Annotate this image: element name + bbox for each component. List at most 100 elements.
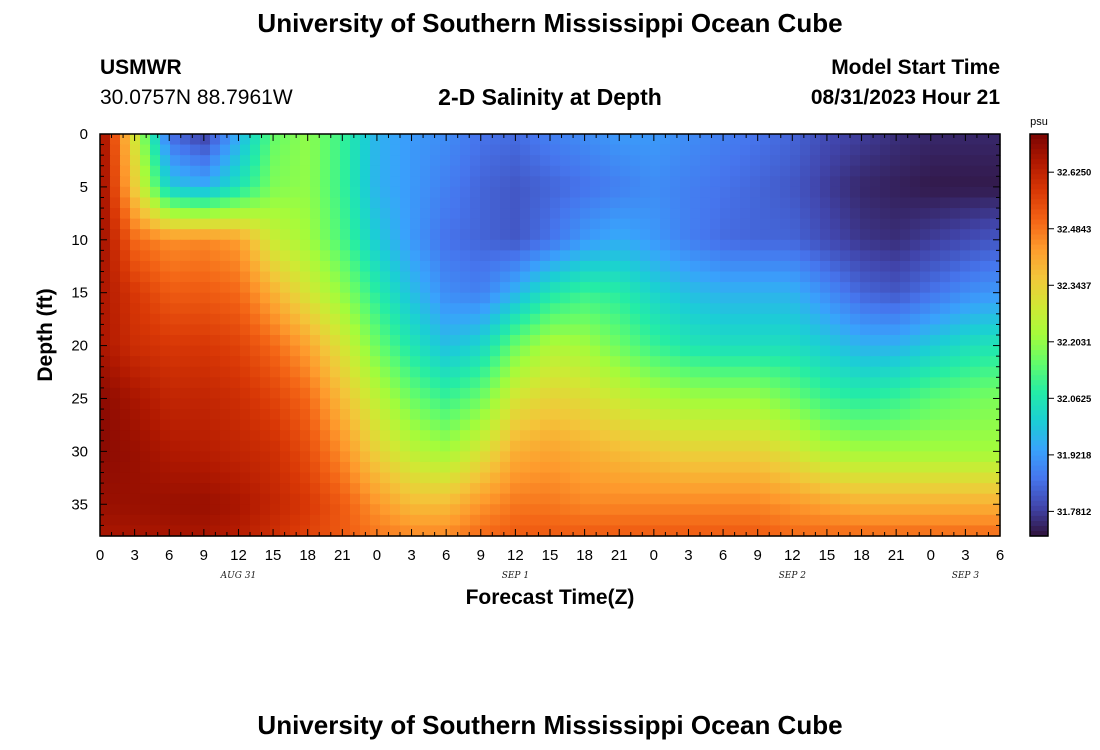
heatmap-cell [320, 292, 331, 304]
heatmap-cell [910, 398, 921, 410]
heatmap-cell [200, 218, 211, 230]
heatmap-cell [140, 440, 151, 452]
heatmap-cell [810, 366, 821, 378]
heatmap-cell [230, 514, 241, 527]
heatmap-cell [940, 440, 951, 452]
heatmap-cell [990, 197, 1001, 209]
heatmap-cell [440, 250, 451, 262]
heatmap-cell [910, 134, 921, 146]
heatmap-cell [550, 409, 561, 421]
heatmap-cell [600, 229, 611, 241]
heatmap-cell [120, 514, 131, 527]
heatmap-cell [950, 186, 961, 199]
heatmap-cell [970, 324, 981, 336]
heatmap-cell [990, 239, 1001, 251]
heatmap-cell [250, 292, 261, 304]
heatmap-cell [720, 134, 731, 146]
heatmap-cell [320, 409, 331, 421]
heatmap-cell [470, 165, 481, 177]
heatmap-cell [400, 493, 411, 505]
heatmap-cell [470, 176, 481, 188]
heatmap-cell [390, 218, 401, 230]
heatmap-cell [780, 229, 791, 241]
heatmap-cell [950, 165, 961, 177]
heatmap-cell [900, 313, 911, 326]
heatmap-cell [970, 409, 981, 421]
heatmap-cell [250, 504, 261, 516]
heatmap-cell [230, 409, 241, 421]
heatmap-cell [850, 525, 861, 537]
heatmap-cell [880, 419, 891, 431]
heatmap-cell [100, 366, 111, 378]
heatmap-cell [620, 419, 631, 431]
heatmap-cell [970, 514, 981, 527]
heatmap-cell [700, 292, 711, 304]
heatmap-cell [290, 176, 301, 188]
heatmap-cell [660, 430, 671, 442]
heatmap-cell [910, 250, 921, 262]
heatmap-cell [810, 176, 821, 188]
heatmap-cell [350, 461, 361, 474]
heatmap-cell [140, 409, 151, 421]
heatmap-cell [670, 165, 681, 177]
heatmap-cell [680, 514, 691, 527]
heatmap-cell [940, 271, 951, 283]
heatmap-cell [750, 461, 761, 474]
heatmap-cell [230, 451, 241, 463]
heatmap-cell [570, 504, 581, 516]
heatmap-cell [420, 451, 431, 463]
heatmap-cell [910, 260, 921, 273]
heatmap-cell [630, 377, 641, 389]
heatmap-cell [960, 493, 971, 505]
heatmap-cell [340, 271, 351, 283]
heatmap-cell [780, 197, 791, 209]
colorbar-tick-label: 31.9218 [1057, 450, 1091, 461]
heatmap-cell [960, 514, 971, 527]
heatmap-cell [370, 398, 381, 410]
heatmap-cell [610, 282, 621, 294]
heatmap-cell [450, 377, 461, 389]
heatmap-cell [460, 345, 471, 357]
colorbar-segment [1030, 350, 1048, 356]
heatmap-cell [570, 208, 581, 220]
heatmap-cell [220, 324, 231, 336]
heatmap-cell [870, 250, 881, 262]
heatmap-cell [420, 165, 431, 177]
heatmap-cell [750, 144, 761, 156]
heatmap-cell [850, 144, 861, 156]
heatmap-cell [280, 165, 291, 177]
heatmap-cell [310, 282, 321, 294]
heatmap-cell [980, 197, 991, 209]
heatmap-cell [400, 461, 411, 474]
heatmap-cell [610, 387, 621, 400]
heatmap-cell [880, 430, 891, 442]
heatmap-cell [460, 430, 471, 442]
heatmap-cell [900, 461, 911, 474]
heatmap-cell [510, 398, 521, 410]
heatmap-cell [260, 303, 271, 315]
heatmap-cell [710, 303, 721, 315]
heatmap-cell [110, 514, 121, 527]
heatmap-cell [960, 250, 971, 262]
heatmap-cell [990, 186, 1001, 199]
heatmap-cell [920, 461, 931, 474]
heatmap-cell [720, 260, 731, 273]
heatmap-cell [310, 440, 321, 452]
heatmap-cell [580, 483, 591, 495]
heatmap-cell [760, 292, 771, 304]
heatmap-cell [950, 419, 961, 431]
heatmap-cell [740, 493, 751, 505]
heatmap-cell [550, 134, 561, 146]
heatmap-cell [820, 218, 831, 230]
heatmap-cell [260, 165, 271, 177]
heatmap-cell [940, 282, 951, 294]
heatmap-cell [410, 186, 421, 199]
heatmap-cell [570, 176, 581, 188]
heatmap-cell [600, 208, 611, 220]
heatmap-cell [270, 292, 281, 304]
heatmap-cell [280, 387, 291, 400]
heatmap-cell [110, 335, 121, 347]
colorbar-segment [1030, 259, 1048, 266]
colorbar-segment [1030, 395, 1048, 401]
heatmap-cell [590, 525, 601, 537]
